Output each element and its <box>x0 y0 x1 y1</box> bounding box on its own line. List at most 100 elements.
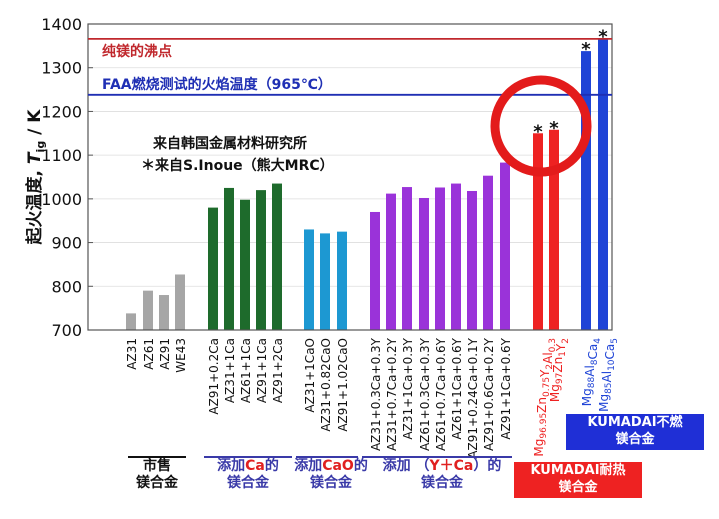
x-tick-label: AZ61 <box>142 338 156 370</box>
badge-kumadai-heatresistant: KUMADAI耐热 镁合金 <box>514 462 642 498</box>
x-tick-label: AZ61+0.7Ca+0.6Y <box>434 337 448 451</box>
bar <box>451 183 461 330</box>
group-label-commercial: 市售 镁合金 <box>118 458 196 492</box>
source-note-line2: ＊来自S.Inoue（熊大MRC） <box>141 157 334 174</box>
bar <box>126 313 136 330</box>
group-label-ca-element: Ca <box>245 458 265 474</box>
bar <box>337 231 347 330</box>
badge-nonflammable-line1: KUMADAI不燃 <box>587 415 683 430</box>
bar <box>581 51 591 331</box>
badge-heatresistant-line2: 镁合金 <box>558 480 598 495</box>
bar <box>320 233 330 330</box>
y-tick-label: 1200 <box>41 102 82 121</box>
group-label-cao: 添加CaO的 镁合金 <box>286 458 376 492</box>
x-tick-label: AZ61+0.3Ca+0.3Y <box>418 337 432 451</box>
badge-kumadai-nonflammable: KUMADAI不燃 镁合金 <box>566 414 704 450</box>
y-axis-title-subscript: ig <box>34 141 47 153</box>
y-tick-label: 900 <box>51 234 82 253</box>
y-axis-title-symbol: T <box>25 151 45 164</box>
y-tick-label: 700 <box>51 321 82 340</box>
x-tick-label: Mg97Zn1Y2 <box>548 338 571 402</box>
bar <box>533 133 543 330</box>
bar <box>304 229 314 330</box>
x-tick-label: AZ91+1.02CaO <box>336 338 350 432</box>
bar <box>549 129 559 330</box>
group-label-commercial-line2: 镁合金 <box>136 475 178 491</box>
x-tick-label: AZ91+0.2Ca <box>207 338 221 415</box>
y-tick-label: 1000 <box>41 190 82 209</box>
group-label-ca: 添加Ca的 镁合金 <box>200 458 296 492</box>
badge-nonflammable-line2: 镁合金 <box>615 432 655 447</box>
bar <box>435 187 445 330</box>
highlight-circle <box>490 75 592 177</box>
bar <box>159 295 169 330</box>
bar <box>419 197 429 330</box>
y-tick-label: 1300 <box>41 59 82 78</box>
group-rule-cao <box>296 456 358 458</box>
x-tick-label: Mg88Al8Ca4 <box>580 338 603 406</box>
x-tick-label: AZ31+0.82CaO <box>319 338 333 432</box>
x-tick-label: AZ31+1Ca <box>223 338 237 403</box>
group-label-cao-line2: 镁合金 <box>310 475 352 491</box>
bar <box>370 211 380 330</box>
group-label-commercial-line1: 市售 <box>143 458 171 474</box>
y-axis-title-unit: / K <box>25 109 45 141</box>
x-tick-label: AZ91+0.6Ca+0.2Y <box>482 337 496 451</box>
badge-heatresistant-line1: KUMADAI耐热 <box>530 463 626 478</box>
x-tick-label: AZ91 <box>158 338 172 370</box>
bar <box>175 274 185 330</box>
bar <box>483 175 493 330</box>
y-axis-title: 起火温度, Tig / K <box>24 109 47 246</box>
x-tick-label: AZ91+2Ca <box>271 338 285 403</box>
bar <box>272 183 282 330</box>
x-tick-label: Mg85Al10Ca5 <box>597 338 620 412</box>
y-tick-label: 1400 <box>41 15 82 34</box>
group-rule-ycay <box>362 456 512 458</box>
y-tick-label: 1100 <box>41 146 82 165</box>
x-tick-label: AZ31+0.3Ca+0.3Y <box>369 337 383 451</box>
x-tick-label: AZ31+1CaO <box>303 338 317 413</box>
bar <box>208 207 218 330</box>
source-note-line1: 来自韩国金属材料研究所 <box>152 135 307 152</box>
group-label-cao-prefix: 添加 <box>294 458 323 474</box>
x-tick-label: AZ91+1Ca <box>255 338 269 403</box>
group-label-ycay-suffix: ）的 <box>473 458 502 474</box>
bar <box>143 290 153 330</box>
bar <box>467 190 477 330</box>
x-tick-label: AZ91+1Ca+0.6Y <box>499 337 513 439</box>
reference-line-label: 纯镁的沸点 <box>102 43 172 60</box>
bar <box>402 187 412 330</box>
group-label-ca-prefix: 添加 <box>217 458 246 474</box>
x-tick-label: AZ31+1Ca+0.3Y <box>401 337 415 439</box>
x-tick-label: WE43 <box>174 338 188 373</box>
bar <box>224 187 234 330</box>
reference-line-label: FAA燃烧测试的火焰温度（965℃） <box>102 76 332 93</box>
bar <box>386 193 396 330</box>
group-label-ycay-element: Y＋Ca <box>429 458 474 474</box>
x-tick-label: AZ31+0.7Ca+0.2Y <box>385 337 399 451</box>
group-label-ycay-line2: 镁合金 <box>421 475 463 491</box>
bar <box>240 199 250 330</box>
group-label-ycay: 添加 （Y＋Ca）的 镁合金 <box>372 458 512 492</box>
group-label-ca-line2: 镁合金 <box>227 475 269 491</box>
group-label-cao-suffix: 的 <box>353 458 368 474</box>
bar-star-marker: * <box>549 118 559 139</box>
bar <box>500 162 510 330</box>
group-label-cao-element: CaO <box>322 458 354 474</box>
group-rule-commercial <box>128 456 186 458</box>
bar-star-marker: * <box>533 121 543 142</box>
x-tick-label: AZ61+1Ca+0.6Y <box>450 337 464 439</box>
bar <box>256 190 266 330</box>
bar-star-marker: * <box>581 39 591 60</box>
x-tick-label: AZ31 <box>125 338 139 370</box>
group-label-ca-suffix: 的 <box>264 458 279 474</box>
plot-frame <box>87 23 613 331</box>
group-rule-ca <box>204 456 292 458</box>
x-tick-label: AZ91+0.24Ca+0.1Y <box>466 337 480 458</box>
bar <box>598 38 608 330</box>
y-axis-title-main: 起火温度, <box>24 164 45 245</box>
y-tick-label: 800 <box>51 277 82 296</box>
x-tick-label: Mg96.95Zn0.75Y2Al0.3 <box>532 338 558 457</box>
x-tick-label: AZ61+1Ca <box>239 338 253 403</box>
